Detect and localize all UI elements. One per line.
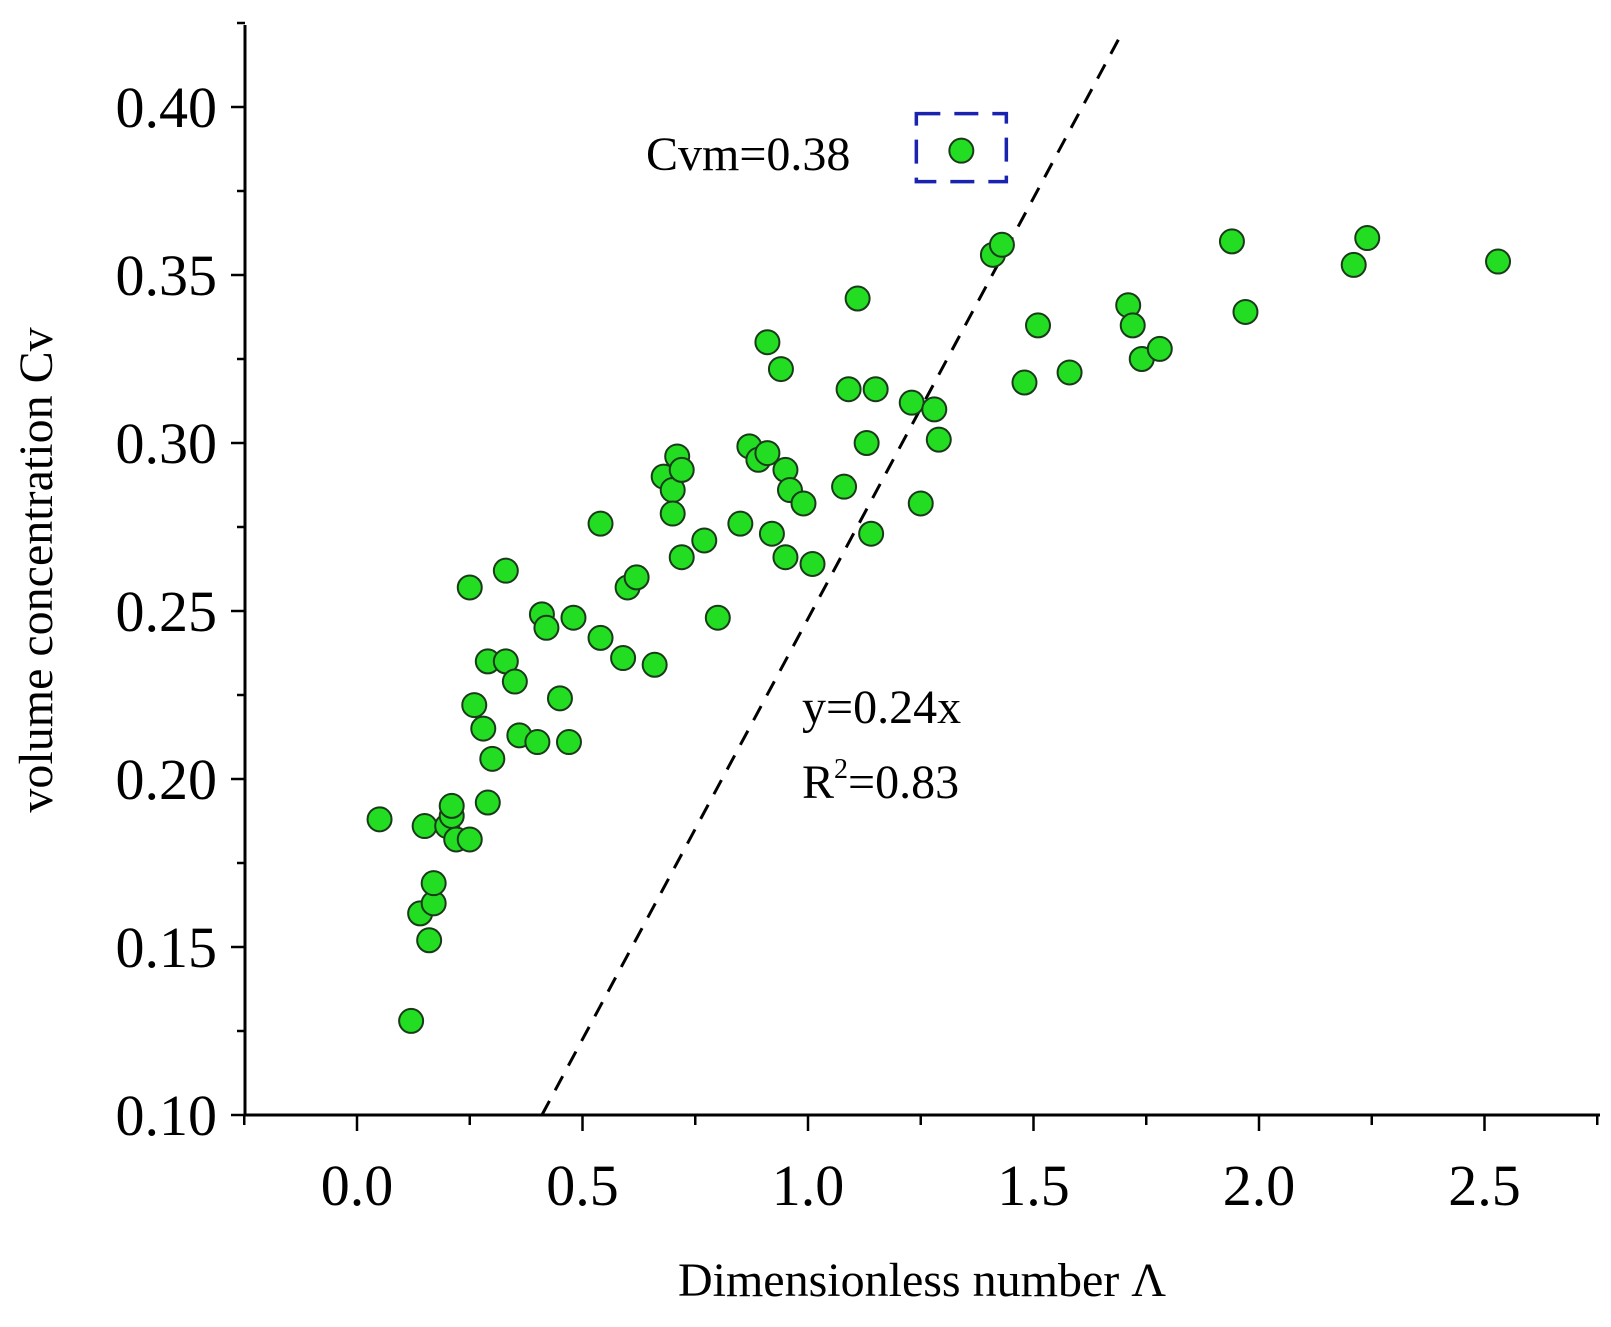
data-point: [1025, 312, 1052, 339]
data-point: [799, 550, 826, 577]
data-point: [610, 645, 637, 672]
data-point: [772, 544, 799, 571]
data-point: [858, 520, 885, 547]
x-tick-label: 2.5: [1448, 1153, 1521, 1218]
data-point: [1340, 251, 1367, 278]
data-point: [727, 510, 754, 537]
data-point: [754, 440, 781, 467]
fit-equation-label: y=0.24x: [802, 681, 961, 734]
data-point: [988, 231, 1015, 258]
data-point: [1011, 369, 1038, 396]
cvm-highlight-box: [914, 111, 1009, 184]
data-point: [1485, 248, 1512, 275]
fit-line-group: [540, 29, 1126, 1116]
data-point: [587, 510, 614, 537]
y-tick-label: 0.35: [116, 243, 218, 308]
fit-line: [540, 29, 1126, 1116]
data-point: [560, 604, 587, 631]
data-point: [416, 927, 443, 954]
data-point: [470, 715, 497, 742]
data-point: [659, 500, 686, 527]
x-tick-label: 0.0: [321, 1153, 394, 1218]
data-point: [790, 490, 817, 517]
data-point: [691, 527, 718, 554]
data-point: [1354, 225, 1381, 252]
data-point: [366, 806, 393, 833]
data-point: [754, 329, 781, 356]
data-point: [474, 789, 501, 816]
data-point: [461, 692, 488, 719]
data-point: [758, 520, 785, 547]
r-squared-label: R2=0.83: [802, 754, 959, 809]
data-point: [398, 1007, 425, 1034]
data-point: [524, 729, 551, 756]
data-point: [456, 826, 483, 853]
r-squared-superscript: 2: [834, 754, 848, 785]
y-tick-label: 0.30: [116, 411, 218, 476]
data-point: [492, 557, 519, 584]
data-point: [704, 604, 731, 631]
data-point: [948, 137, 975, 164]
data-point: [456, 574, 483, 601]
data-point: [411, 813, 438, 840]
data-point: [533, 614, 560, 641]
data-point: [844, 285, 871, 312]
data-point: [921, 396, 948, 423]
data-point: [668, 544, 695, 571]
x-tick-label: 1.0: [772, 1153, 845, 1218]
data-point: [623, 564, 650, 591]
data-point: [420, 870, 447, 897]
x-axis-title: Dimensionless number Λ: [678, 1254, 1166, 1307]
data-point: [1218, 228, 1245, 255]
data-point: [767, 356, 794, 383]
data-point: [831, 473, 858, 500]
x-tick-label: 0.5: [546, 1153, 619, 1218]
y-axis-title: volume concentration Cv: [10, 327, 63, 812]
x-tick-label: 1.5: [997, 1153, 1070, 1218]
r-squared-value: =0.83: [848, 756, 959, 809]
cvm-label: Cvm=0.38: [646, 128, 850, 181]
data-points: [366, 137, 1512, 1034]
data-point: [1056, 359, 1083, 386]
y-tick-label: 0.20: [116, 747, 218, 812]
data-point: [668, 456, 695, 483]
r-squared-symbol: R: [802, 756, 834, 809]
data-point: [835, 376, 862, 403]
data-point: [641, 651, 668, 678]
y-tick-label: 0.40: [116, 75, 218, 140]
data-point: [501, 668, 528, 695]
data-point: [1119, 312, 1146, 339]
x-axis-ticks: 0.0 0.5 1.0 1.5 2.0 2.5: [243, 1115, 1599, 1218]
y-axis-ticks: 0.10 0.15 0.20 0.25 0.30 0.35 0.40: [116, 21, 245, 1148]
data-point: [862, 376, 889, 403]
x-tick-label: 2.0: [1223, 1153, 1296, 1218]
data-point: [898, 389, 925, 416]
y-tick-label: 0.10: [116, 1083, 218, 1148]
y-tick-label: 0.25: [116, 579, 218, 644]
data-point: [1232, 298, 1259, 325]
data-point: [546, 685, 573, 712]
y-tick-label: 0.15: [116, 915, 218, 980]
data-point: [438, 792, 465, 819]
data-point: [479, 745, 506, 772]
data-point: [925, 426, 952, 453]
data-point: [907, 490, 934, 517]
data-point: [555, 729, 582, 756]
data-point: [1146, 335, 1173, 362]
data-point: [587, 624, 614, 651]
data-point: [853, 430, 880, 456]
